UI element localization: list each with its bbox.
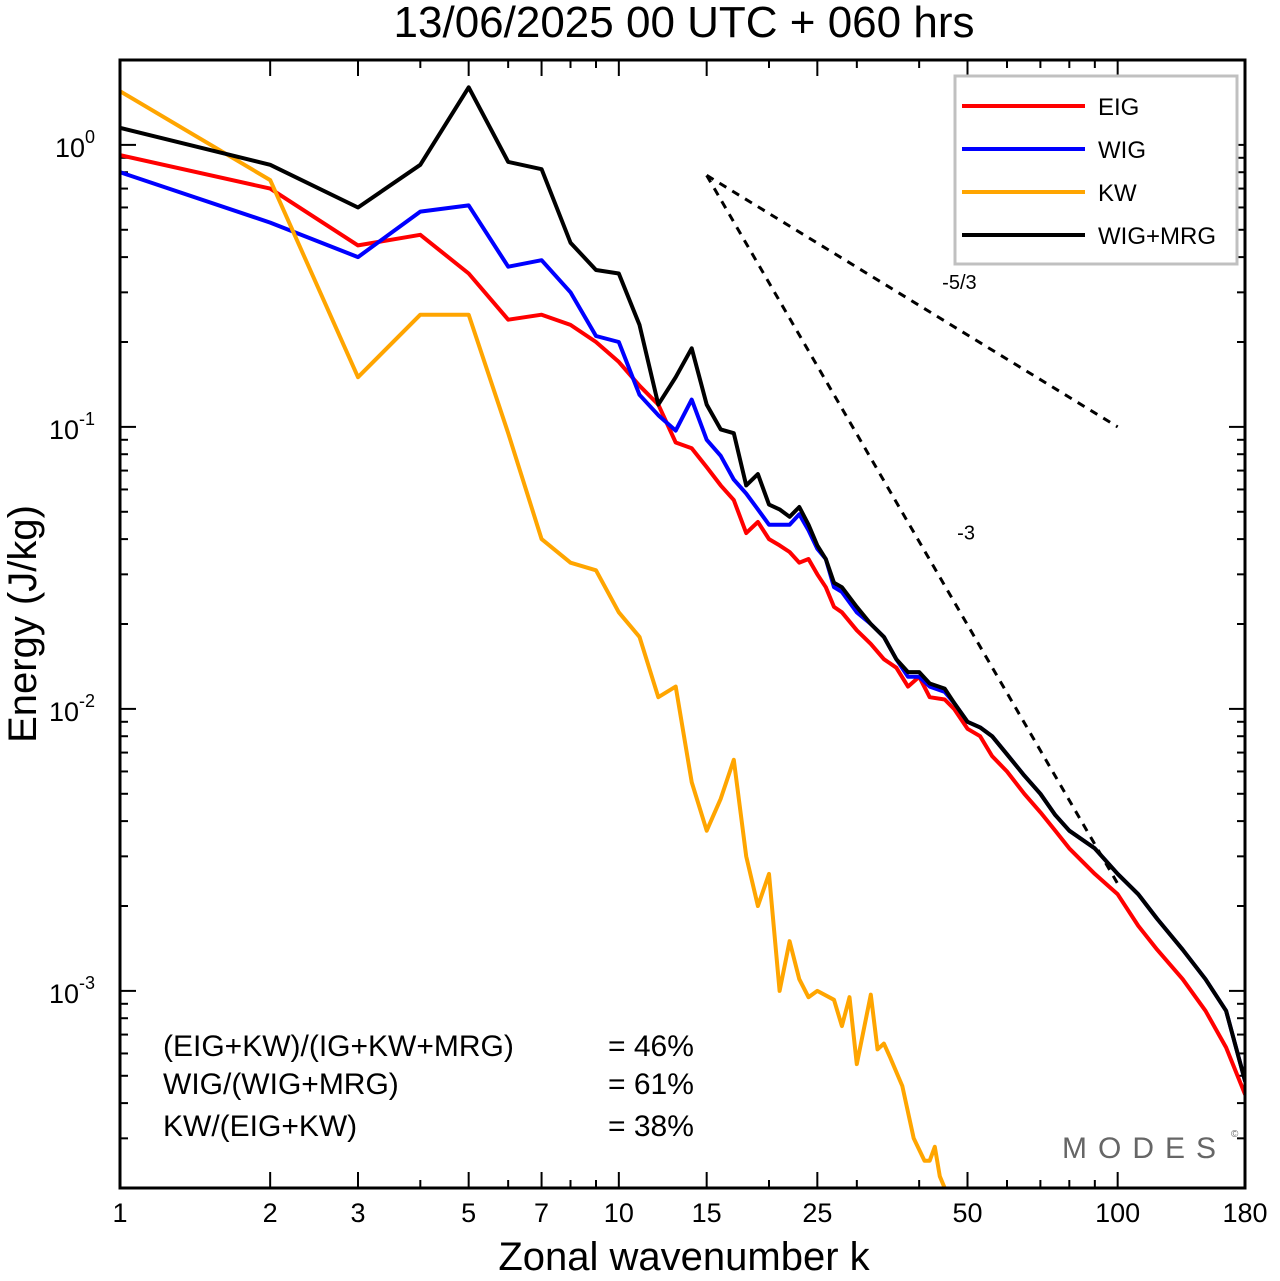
- x-tick-label: 180: [1222, 1198, 1267, 1228]
- x-axis-label: Zonal wavenumber k: [498, 1235, 870, 1279]
- ratio-label-eig-kw: (EIG+KW)/(IG+KW+MRG): [163, 1030, 514, 1063]
- x-tick-label: 25: [802, 1198, 832, 1228]
- modes-brand-logo: MODES: [1062, 1132, 1227, 1165]
- y-tick-exponent: -1: [79, 409, 95, 429]
- reference-line-label: -5/3: [942, 272, 976, 294]
- series-line-eig: [120, 153, 1245, 1097]
- y-tick-label: 100: [55, 127, 95, 163]
- chart-title: 13/06/2025 00 UTC + 060 hrs: [394, 0, 975, 47]
- legend-label-kw: KW: [1098, 180, 1137, 207]
- y-tick-exponent: -3: [79, 973, 95, 993]
- y-tick-base: 10: [55, 133, 85, 163]
- series-line-wig: [120, 170, 1245, 1083]
- y-tick-base: 10: [49, 415, 79, 445]
- series-line-wig-mrg: [120, 85, 1245, 1083]
- reference-line-minus-3: [705, 174, 1119, 885]
- series-layer: [120, 85, 1245, 1188]
- y-tick-label: 10-1: [49, 409, 95, 445]
- reference-line-minus-5-3: [705, 174, 1119, 429]
- x-tick-label: 15: [692, 1198, 722, 1228]
- reference-line-label: -3: [957, 522, 975, 544]
- legend-label-wig-mrg: WIG+MRG: [1098, 223, 1216, 250]
- y-tick-label: 10-3: [49, 973, 95, 1009]
- y-tick-base: 10: [49, 697, 79, 727]
- x-tick-label: 3: [350, 1198, 365, 1228]
- x-tick-label: 10: [604, 1198, 634, 1228]
- y-tick-exponent: 0: [85, 127, 95, 147]
- y-tick-label: 10-2: [49, 691, 95, 727]
- ratio-label-kw: KW/(EIG+KW): [163, 1110, 357, 1143]
- reference-slope-lines: -5/3 -3: [705, 174, 1119, 885]
- plot-frame: [118, 58, 1247, 1190]
- ratio-value-wig: = 61%: [608, 1068, 694, 1101]
- x-tick-label: 5: [461, 1198, 476, 1228]
- legend-label-eig: EIG: [1098, 94, 1139, 121]
- copyright-mark: ©: [1231, 1129, 1239, 1140]
- x-tick-label: 100: [1095, 1198, 1140, 1228]
- legend-label-wig: WIG: [1098, 137, 1146, 164]
- x-tick-label: 1: [112, 1198, 127, 1228]
- ratio-value-eig-kw: = 46%: [608, 1030, 694, 1063]
- x-tick-label: 2: [263, 1198, 278, 1228]
- x-tick-label: 7: [534, 1198, 549, 1228]
- ratio-label-wig: WIG/(WIG+MRG): [163, 1068, 399, 1101]
- x-tick-label: 50: [952, 1198, 982, 1228]
- y-axis-label: Energy (J/kg): [1, 505, 45, 743]
- y-tick-exponent: -2: [79, 691, 95, 711]
- legend: EIG WIG KW WIG+MRG: [953, 74, 1239, 266]
- series-line-kw: [120, 89, 947, 1188]
- ratio-value-kw: = 38%: [608, 1110, 694, 1143]
- y-tick-base: 10: [49, 979, 79, 1009]
- ratio-annotations: (EIG+KW)/(IG+KW+MRG) = 46% WIG/(WIG+MRG)…: [163, 1030, 694, 1143]
